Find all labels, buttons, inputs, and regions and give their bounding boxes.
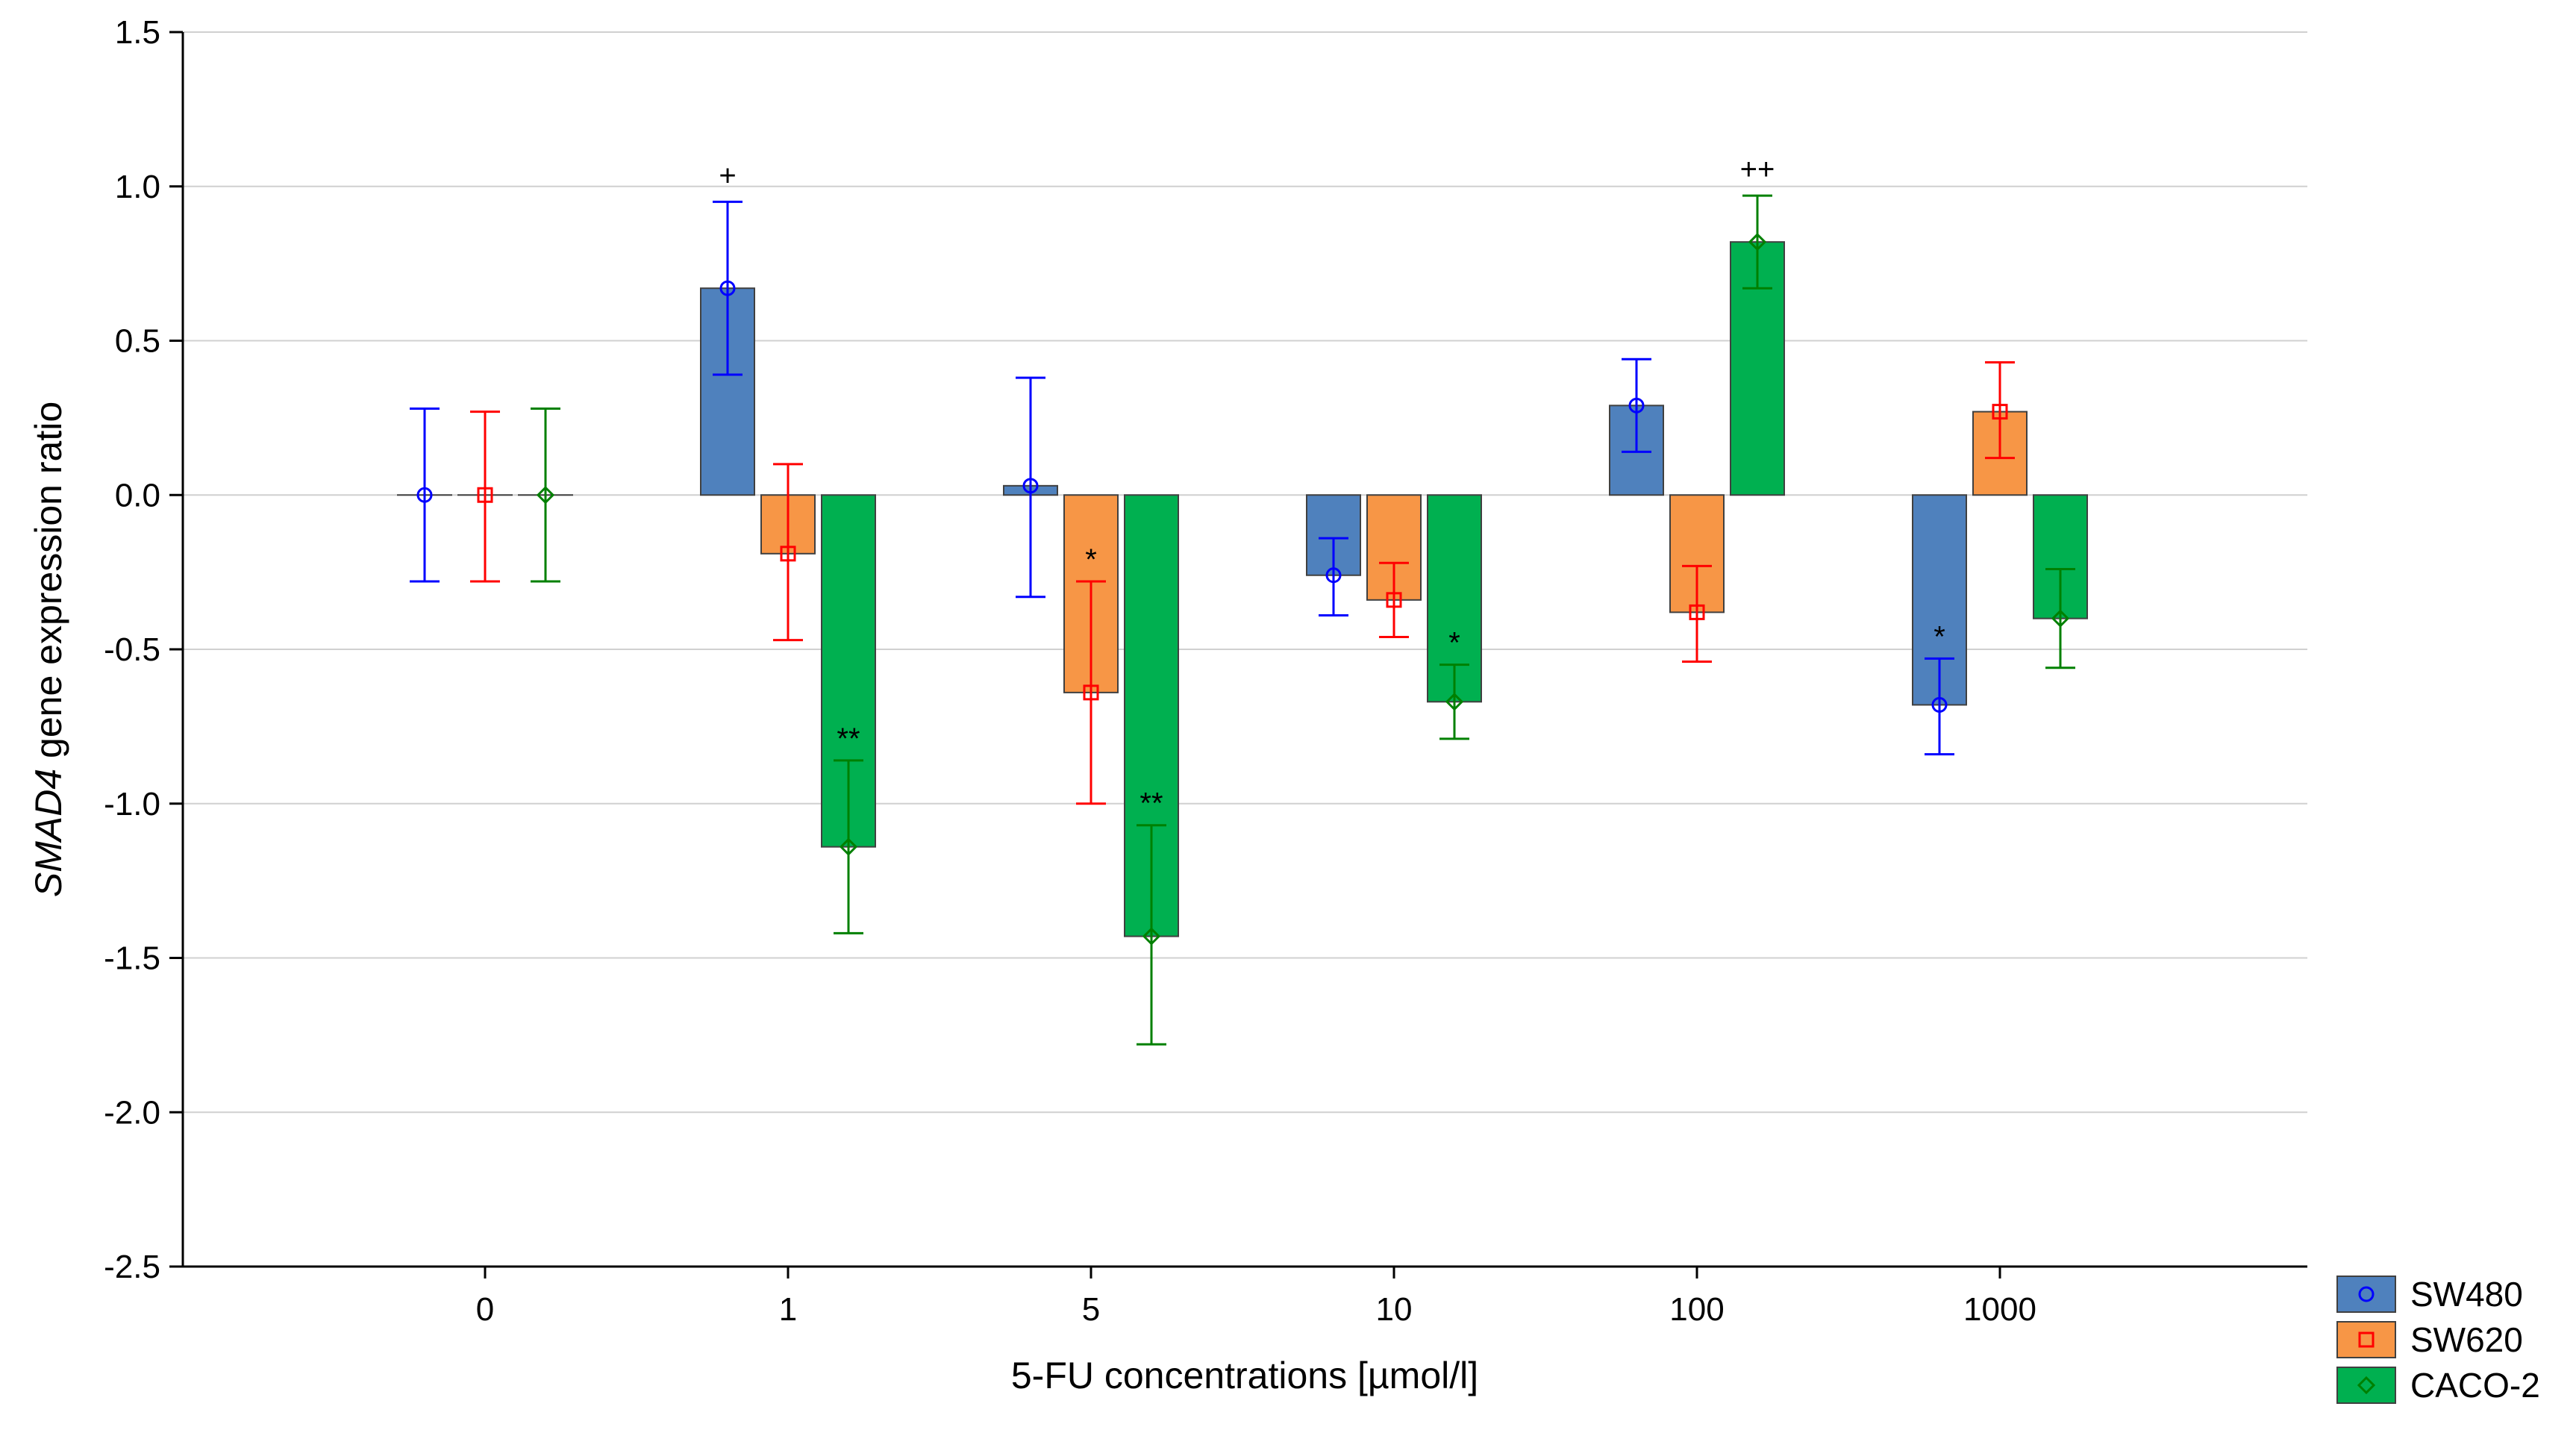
- mean-marker: [1083, 684, 1099, 701]
- y-axis-label: SMAD4 gene expression ratio: [28, 402, 69, 897]
- y-tick-label: 1.0: [115, 169, 160, 205]
- mean-marker: [1689, 604, 1705, 620]
- ticks: 1.5 1.0 0.5 0.0 -0.5 -1.0 -1.5 -2.0 -2.5 0 1 5 10 100…: [104, 14, 2036, 1328]
- x-tick-label: 100: [1669, 1291, 1724, 1328]
- mean-marker: [1445, 693, 1464, 711]
- mean-marker: [1325, 567, 1342, 584]
- mean-marker: [1992, 404, 2008, 420]
- x-axis-label: 5-FU concentrations [µmol/l]: [1011, 1355, 1478, 1396]
- y-tick-label: 0.5: [115, 323, 160, 360]
- x-tick-label: 1000: [1963, 1291, 2036, 1328]
- y-tick-label: -0.5: [104, 631, 160, 668]
- mean-marker: [1386, 592, 1402, 608]
- significance-marker: +: [719, 159, 736, 192]
- legend-swatch: [2336, 1276, 2396, 1313]
- mean-marker: [1022, 478, 1039, 494]
- bars: [397, 241, 2088, 937]
- mean-marker: [536, 486, 555, 505]
- mean-marker: [2051, 609, 2070, 628]
- y-tick-label: -1.0: [104, 786, 160, 822]
- error-bars: +*******++: [410, 153, 2075, 1046]
- significance-marker: *: [1085, 543, 1097, 576]
- mean-marker: [1748, 233, 1767, 252]
- mean-marker: [1931, 696, 1948, 713]
- legend-swatch: [2336, 1321, 2396, 1358]
- legend-label: SW620: [2410, 1320, 2523, 1359]
- x-tick-label: 0: [476, 1291, 494, 1328]
- significance-marker: ++: [1740, 153, 1775, 186]
- legend: SW480 SW620 CACO-2: [2336, 1275, 2540, 1405]
- y-tick-label: -1.5: [104, 940, 160, 977]
- mean-marker: [1628, 397, 1645, 413]
- legend-marker: [2358, 1286, 2375, 1302]
- significance-marker: **: [1139, 787, 1163, 820]
- significance-marker: *: [1933, 620, 1945, 653]
- legend-marker: [2357, 1376, 2376, 1395]
- y-tick-label: -2.0: [104, 1094, 160, 1131]
- legend-label: CACO-2: [2410, 1366, 2540, 1405]
- mean-marker: [1142, 927, 1161, 946]
- legend-swatch: [2336, 1367, 2396, 1404]
- significance-marker: *: [1448, 627, 1460, 660]
- mean-marker: [719, 280, 736, 296]
- legend-marker: [2358, 1331, 2375, 1348]
- significance-marker: **: [837, 722, 860, 755]
- y-axis-label-gene: SMAD4: [28, 769, 69, 897]
- y-tick-label: -2.5: [104, 1249, 160, 1285]
- legend-label: SW480: [2410, 1275, 2523, 1314]
- mean-marker: [839, 837, 858, 856]
- y-tick-label: 1.5: [115, 14, 160, 51]
- x-tick-label: 5: [1082, 1291, 1100, 1328]
- gridlines: [183, 31, 2307, 1114]
- y-tick-label: 0.0: [115, 477, 160, 513]
- x-tick-label: 1: [779, 1291, 797, 1328]
- y-axis-label-rest: gene expression ratio: [28, 402, 69, 769]
- x-tick-label: 10: [1376, 1291, 1413, 1328]
- mean-marker: [416, 487, 433, 503]
- mean-marker: [477, 487, 493, 503]
- mean-marker: [780, 546, 796, 562]
